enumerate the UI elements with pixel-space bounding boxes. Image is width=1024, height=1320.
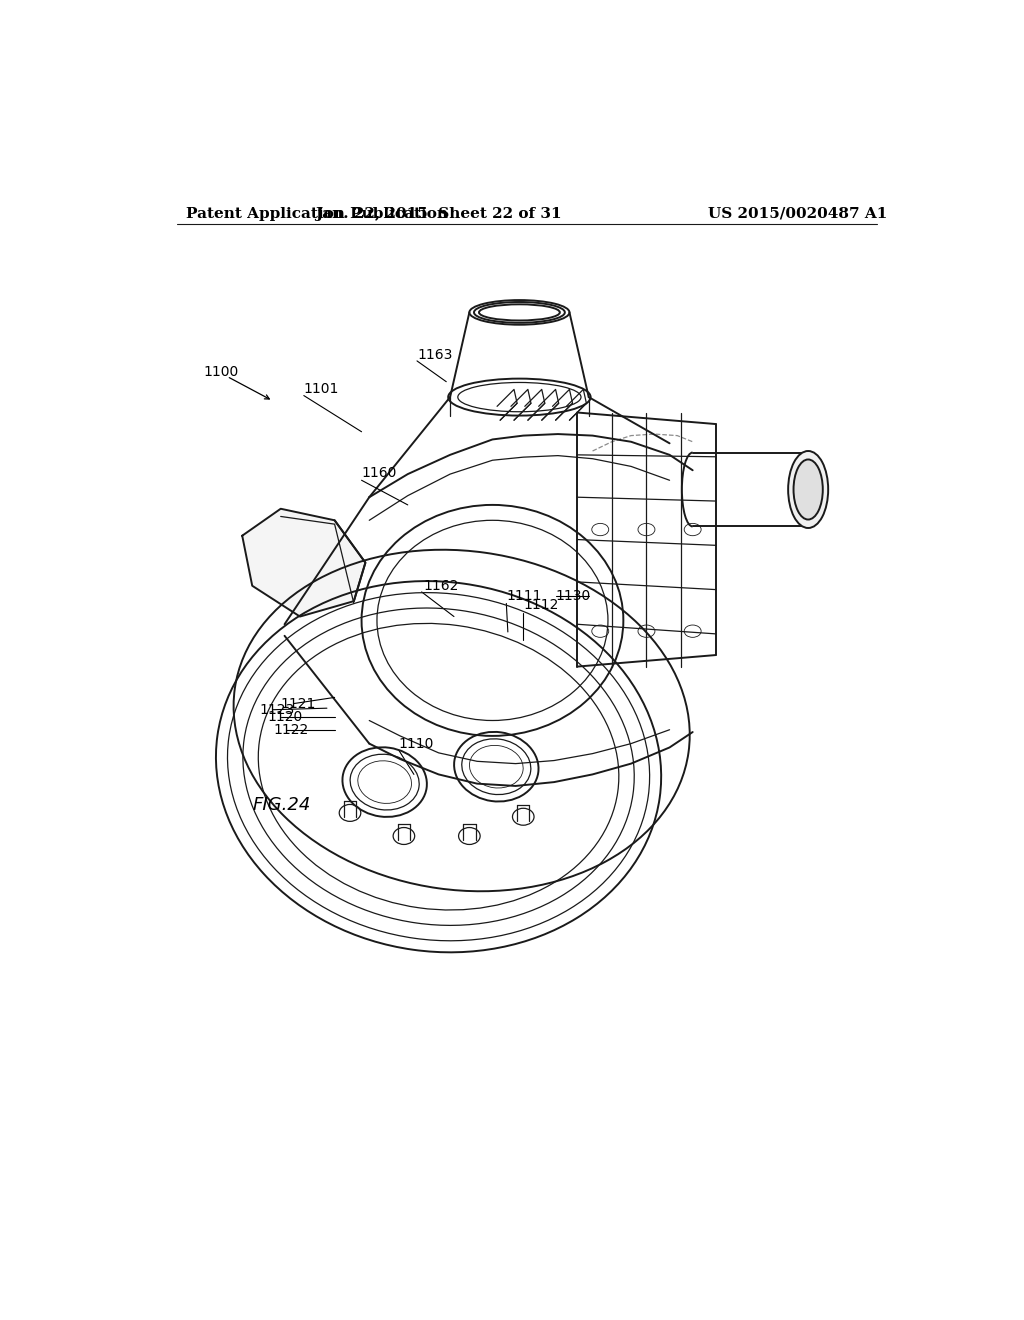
Text: 1163: 1163 [417, 347, 453, 362]
Ellipse shape [794, 459, 823, 520]
Ellipse shape [788, 451, 828, 528]
Text: 1123: 1123 [259, 702, 295, 717]
Text: 1110: 1110 [398, 737, 434, 751]
Polygon shape [243, 508, 366, 616]
Text: 1130: 1130 [556, 589, 591, 603]
Text: FIG.24: FIG.24 [252, 796, 310, 814]
Text: US 2015/0020487 A1: US 2015/0020487 A1 [708, 207, 888, 220]
Text: 1162: 1162 [423, 578, 459, 593]
Text: 1112: 1112 [523, 598, 559, 612]
Text: 1111: 1111 [506, 589, 542, 603]
Text: 1100: 1100 [204, 366, 239, 379]
Text: 1121: 1121 [281, 697, 316, 710]
Text: Patent Application Publication: Patent Application Publication [186, 207, 449, 220]
Text: 1120: 1120 [267, 710, 303, 725]
Text: 1101: 1101 [304, 383, 339, 396]
Text: Jan. 22, 2015  Sheet 22 of 31: Jan. 22, 2015 Sheet 22 of 31 [315, 207, 562, 220]
Text: 1160: 1160 [361, 466, 397, 479]
Text: 1122: 1122 [273, 723, 308, 737]
